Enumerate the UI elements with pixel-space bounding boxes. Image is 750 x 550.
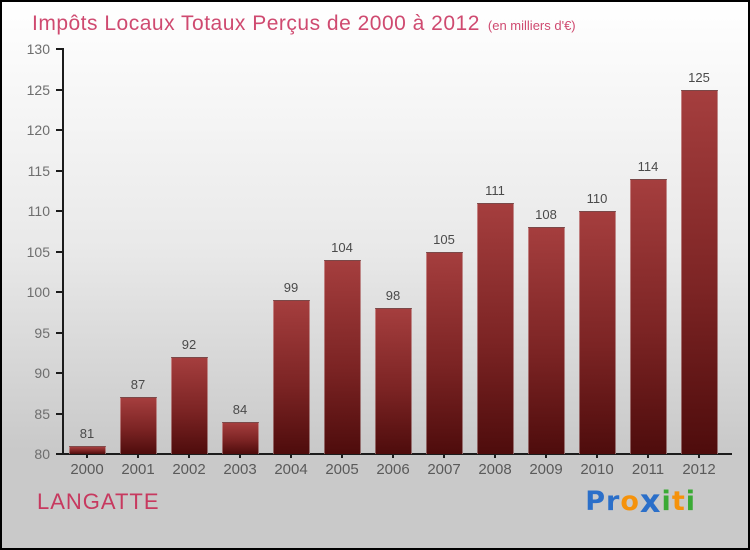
y-axis-tick — [56, 291, 63, 293]
x-axis-tick — [239, 454, 241, 458]
bar-value-label: 99 — [283, 280, 299, 296]
chart-header: Impôts Locaux Totaux Perçus de 2000 à 20… — [32, 12, 576, 36]
x-axis-label: 2003 — [223, 461, 257, 478]
x-axis-label: 2002 — [172, 461, 206, 478]
bar — [374, 308, 412, 454]
bar-value-label: 87 — [130, 377, 146, 393]
x-axis-label: 2005 — [325, 461, 359, 478]
y-axis-tick — [56, 250, 63, 253]
x-axis-label: 2008 — [478, 461, 512, 478]
y-axis-tick — [56, 129, 63, 131]
proxiti-logo: Proxiti — [585, 482, 696, 520]
x-axis-line — [56, 453, 732, 455]
bar — [323, 259, 361, 454]
x-axis-tick — [392, 454, 394, 458]
y-axis-tick — [56, 453, 63, 455]
x-axis-label: 2012 — [682, 461, 716, 478]
bar-value-label: 111 — [485, 182, 505, 198]
x-axis-tick — [188, 454, 190, 458]
bar — [425, 251, 463, 454]
bar-value-label: 105 — [433, 231, 455, 247]
y-axis-tick — [56, 88, 63, 91]
x-axis-tick — [647, 454, 649, 458]
bar — [476, 202, 514, 454]
bar-value-label: 125 — [688, 69, 710, 85]
x-axis-tick — [443, 454, 445, 458]
bar-value-label: 84 — [232, 401, 248, 417]
logo-letter: r — [606, 486, 621, 517]
logo-letter: t — [671, 486, 686, 517]
chart-title: Impôts Locaux Totaux Perçus de 2000 à 20… — [32, 12, 480, 35]
x-axis-tick — [137, 454, 139, 458]
bar — [68, 445, 106, 454]
x-axis-tick — [494, 454, 496, 458]
logo-letter: i — [685, 486, 696, 517]
bar-value-label: 104 — [331, 239, 353, 255]
bar — [272, 300, 310, 454]
y-axis-label: 110 — [27, 203, 50, 219]
logo-letter: x — [639, 482, 662, 520]
y-axis-tick — [56, 331, 63, 334]
x-axis-tick — [290, 454, 292, 458]
y-axis-tick — [56, 412, 63, 415]
logo-letter: i — [661, 486, 672, 517]
bar-value-label: 81 — [79, 425, 95, 441]
x-axis-label: 2011 — [631, 461, 665, 478]
x-axis-tick — [698, 454, 700, 458]
x-axis-tick — [86, 454, 88, 458]
y-axis-label: 95 — [34, 324, 50, 341]
x-axis-label: 2007 — [427, 461, 461, 478]
bar-value-label: 108 — [535, 207, 557, 223]
y-axis-tick — [56, 48, 63, 50]
commune-label: LANGATTE — [37, 489, 160, 514]
y-axis-tick — [56, 372, 63, 374]
x-axis-label: 2006 — [376, 461, 410, 478]
y-axis-label: 90 — [34, 365, 50, 381]
bar-value-label: 98 — [385, 288, 401, 304]
bar — [527, 227, 565, 454]
bar-value-label: 110 — [586, 191, 608, 206]
y-axis-label: 105 — [26, 243, 50, 260]
x-axis-label: 2001 — [121, 461, 155, 478]
y-axis-tick — [56, 169, 63, 172]
x-axis-label: 2010 — [580, 461, 614, 478]
logo-letter: o — [620, 486, 640, 517]
bar — [629, 178, 667, 454]
y-axis-label: 120 — [26, 122, 50, 138]
y-axis-line — [62, 48, 64, 455]
bar-value-label: 92 — [181, 336, 197, 352]
x-axis-tick — [341, 454, 343, 458]
y-axis-label: 80 — [34, 446, 50, 462]
bar — [221, 421, 259, 454]
bar-value-label: 114 — [637, 158, 659, 174]
logo-letter: P — [585, 486, 607, 517]
x-axis-tick — [545, 454, 547, 458]
x-axis-label: 2000 — [70, 461, 104, 478]
chart-subtitle: (en milliers d'€) — [487, 18, 576, 33]
bar — [119, 397, 157, 454]
y-axis-label: 130 — [26, 41, 50, 57]
x-axis-label: 2009 — [529, 461, 563, 478]
y-axis-label: 85 — [34, 405, 50, 422]
x-axis-tick — [596, 454, 598, 458]
y-axis-tick — [56, 210, 63, 212]
bar — [680, 89, 718, 454]
bar — [170, 356, 208, 454]
y-axis-label: 115 — [27, 162, 50, 179]
bar — [578, 211, 616, 454]
y-axis-label: 125 — [26, 81, 50, 98]
x-axis-label: 2004 — [274, 461, 308, 478]
y-axis-label: 100 — [26, 284, 50, 300]
